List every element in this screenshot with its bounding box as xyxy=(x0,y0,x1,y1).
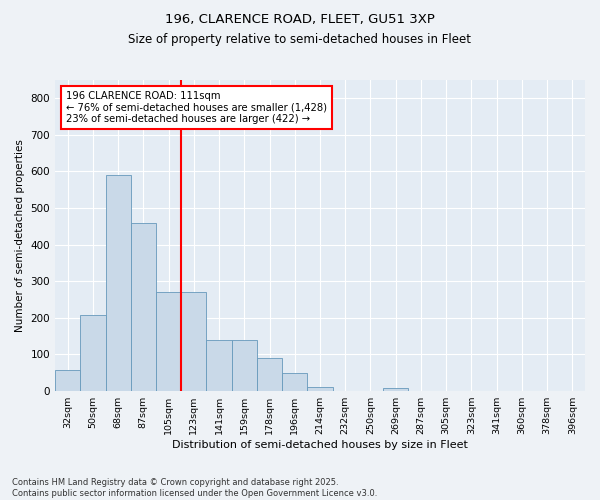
Bar xyxy=(131,222,156,391)
Bar xyxy=(106,175,131,391)
Bar xyxy=(156,292,181,391)
Bar xyxy=(55,370,80,391)
Bar xyxy=(307,388,332,391)
Text: 196 CLARENCE ROAD: 111sqm
← 76% of semi-detached houses are smaller (1,428)
23% : 196 CLARENCE ROAD: 111sqm ← 76% of semi-… xyxy=(65,91,326,124)
Bar xyxy=(257,358,282,391)
Bar xyxy=(181,292,206,391)
Bar xyxy=(383,388,409,391)
Bar xyxy=(282,373,307,391)
X-axis label: Distribution of semi-detached houses by size in Fleet: Distribution of semi-detached houses by … xyxy=(172,440,468,450)
Bar xyxy=(232,340,257,391)
Y-axis label: Number of semi-detached properties: Number of semi-detached properties xyxy=(15,139,25,332)
Text: 196, CLARENCE ROAD, FLEET, GU51 3XP: 196, CLARENCE ROAD, FLEET, GU51 3XP xyxy=(165,12,435,26)
Bar xyxy=(206,340,232,391)
Text: Size of property relative to semi-detached houses in Fleet: Size of property relative to semi-detach… xyxy=(128,32,472,46)
Text: Contains HM Land Registry data © Crown copyright and database right 2025.
Contai: Contains HM Land Registry data © Crown c… xyxy=(12,478,377,498)
Bar xyxy=(80,316,106,391)
